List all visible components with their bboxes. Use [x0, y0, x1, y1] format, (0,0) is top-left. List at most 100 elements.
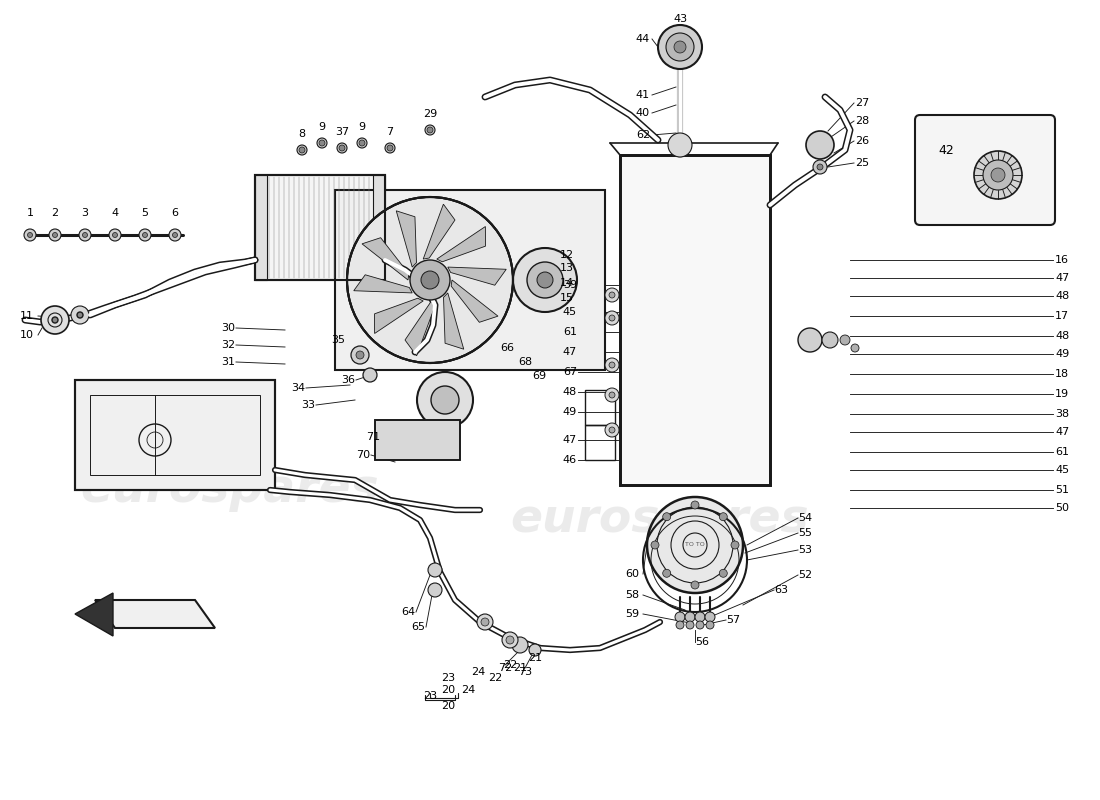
Text: 70: 70 — [356, 450, 370, 460]
Text: 3: 3 — [81, 208, 88, 218]
Text: 71: 71 — [366, 432, 379, 442]
Circle shape — [666, 33, 694, 61]
Text: 47: 47 — [563, 435, 578, 445]
Bar — [75, 380, 275, 490]
Circle shape — [339, 145, 345, 151]
Circle shape — [421, 271, 439, 289]
Circle shape — [337, 143, 346, 153]
Text: 45: 45 — [563, 307, 578, 317]
Polygon shape — [362, 238, 409, 280]
Circle shape — [609, 315, 615, 321]
Text: 63: 63 — [774, 585, 788, 595]
Circle shape — [706, 621, 714, 629]
Circle shape — [112, 233, 118, 238]
Text: 8: 8 — [298, 129, 306, 139]
Polygon shape — [75, 593, 113, 636]
Text: 68: 68 — [518, 357, 532, 367]
Bar — [375, 420, 460, 460]
Circle shape — [817, 164, 823, 170]
Circle shape — [674, 41, 686, 53]
Circle shape — [662, 513, 671, 521]
Text: 48: 48 — [1055, 331, 1069, 341]
Circle shape — [53, 233, 57, 238]
Circle shape — [139, 229, 151, 241]
Circle shape — [82, 233, 88, 238]
Circle shape — [24, 229, 36, 241]
Text: 73: 73 — [518, 667, 532, 677]
Circle shape — [346, 197, 513, 363]
Circle shape — [696, 621, 704, 629]
Text: 47: 47 — [1055, 427, 1069, 437]
Text: 65: 65 — [411, 622, 425, 632]
Text: 24: 24 — [461, 685, 475, 695]
Circle shape — [605, 311, 619, 325]
Text: 20: 20 — [441, 701, 455, 711]
Text: 58: 58 — [625, 590, 639, 600]
Text: 9: 9 — [318, 122, 326, 132]
Text: 10: 10 — [20, 330, 34, 340]
Text: 47: 47 — [1055, 273, 1069, 283]
Text: 11: 11 — [20, 311, 34, 321]
Text: 39: 39 — [563, 280, 578, 290]
Bar — [255, 175, 385, 280]
Text: eurospares: eurospares — [510, 498, 810, 542]
Text: 41: 41 — [636, 90, 650, 100]
Circle shape — [513, 248, 578, 312]
Circle shape — [387, 145, 393, 151]
Bar — [375, 420, 460, 460]
Bar — [373, 175, 385, 280]
Text: 33: 33 — [301, 400, 315, 410]
Polygon shape — [374, 298, 424, 334]
Text: 19: 19 — [1055, 389, 1069, 399]
Text: 4: 4 — [111, 208, 119, 218]
Circle shape — [169, 229, 182, 241]
Text: 64: 64 — [400, 607, 415, 617]
Text: TO TO: TO TO — [685, 542, 705, 547]
Polygon shape — [451, 280, 498, 322]
Bar — [90, 395, 260, 475]
Bar — [620, 155, 770, 485]
Circle shape — [719, 513, 727, 521]
Bar — [336, 190, 605, 370]
Text: 25: 25 — [855, 158, 869, 168]
Circle shape — [351, 346, 369, 364]
Circle shape — [319, 140, 324, 146]
Text: 62: 62 — [636, 130, 650, 140]
Circle shape — [675, 612, 685, 622]
Text: 61: 61 — [563, 327, 578, 337]
Bar — [255, 175, 385, 280]
Polygon shape — [396, 210, 417, 267]
Circle shape — [529, 644, 541, 656]
Circle shape — [691, 501, 698, 509]
Circle shape — [658, 25, 702, 69]
Text: 72: 72 — [498, 663, 513, 673]
Circle shape — [605, 358, 619, 372]
Bar — [585, 390, 615, 425]
Circle shape — [974, 151, 1022, 199]
Bar — [255, 175, 267, 280]
Circle shape — [385, 143, 395, 153]
Text: 22: 22 — [503, 660, 517, 670]
Text: 31: 31 — [221, 357, 235, 367]
Text: 21: 21 — [528, 653, 542, 663]
Circle shape — [991, 168, 1005, 182]
Text: 17: 17 — [1055, 311, 1069, 321]
Circle shape — [609, 362, 615, 368]
Circle shape — [647, 497, 742, 593]
FancyBboxPatch shape — [915, 115, 1055, 225]
Circle shape — [428, 583, 442, 597]
Polygon shape — [437, 226, 485, 262]
Circle shape — [410, 260, 450, 300]
Text: 32: 32 — [221, 340, 235, 350]
Polygon shape — [424, 204, 455, 259]
Circle shape — [840, 335, 850, 345]
Text: 22: 22 — [488, 673, 502, 683]
Text: 66: 66 — [500, 343, 514, 353]
Text: 60: 60 — [625, 569, 639, 579]
Circle shape — [605, 288, 619, 302]
Circle shape — [719, 570, 727, 578]
Circle shape — [527, 262, 563, 298]
Text: eurospares: eurospares — [80, 467, 380, 513]
Text: 54: 54 — [798, 513, 812, 523]
Text: 48: 48 — [1055, 291, 1069, 301]
